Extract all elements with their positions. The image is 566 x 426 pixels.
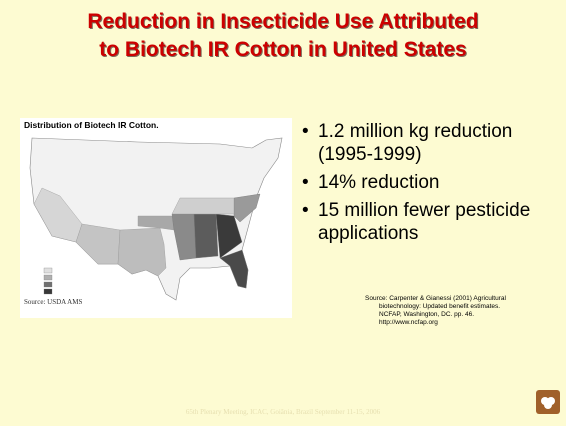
- logo: [536, 390, 560, 414]
- footer: 65th Plenary Meeting, ICAC, Goiânia, Bra…: [185, 408, 381, 416]
- title-line: Reduction in Insecticide Use Attributed: [87, 10, 479, 33]
- source-line: biotechnology: Updated benefit estimates…: [379, 303, 501, 310]
- map-figure: Distribution of Biotech IR Cotton. Sourc…: [20, 118, 292, 318]
- map-legend: [43, 267, 53, 295]
- source-note: Source: Carpenter & Gianessi (2001) Agri…: [365, 295, 506, 327]
- region: [219, 249, 249, 289]
- region: [215, 213, 243, 259]
- source-line: Source: Carpenter & Gianessi (2001) Agri…: [365, 295, 506, 302]
- region: [171, 197, 235, 215]
- region: [117, 227, 167, 277]
- region: [137, 215, 175, 231]
- title-line: to Biotech IR Cotton in United States: [99, 38, 467, 61]
- source-line: NCFAP, Washington, DC. pp. 46.: [379, 311, 475, 318]
- logo-mark: [544, 401, 552, 409]
- bullet: 14% reduction: [298, 171, 542, 194]
- map-source: Source: USDA AMS: [24, 298, 82, 306]
- map-title: Distribution of Biotech IR Cotton.: [24, 120, 159, 130]
- source-line: http://www.ncfap.org: [379, 319, 438, 326]
- region: [193, 213, 219, 259]
- bullet: 1.2 million kg reduction (1995-1999): [298, 120, 542, 166]
- bullet-list: 1.2 million kg reduction (1995-1999) 14%…: [298, 120, 560, 250]
- bullet: 15 million fewer pesticide applications: [298, 199, 542, 245]
